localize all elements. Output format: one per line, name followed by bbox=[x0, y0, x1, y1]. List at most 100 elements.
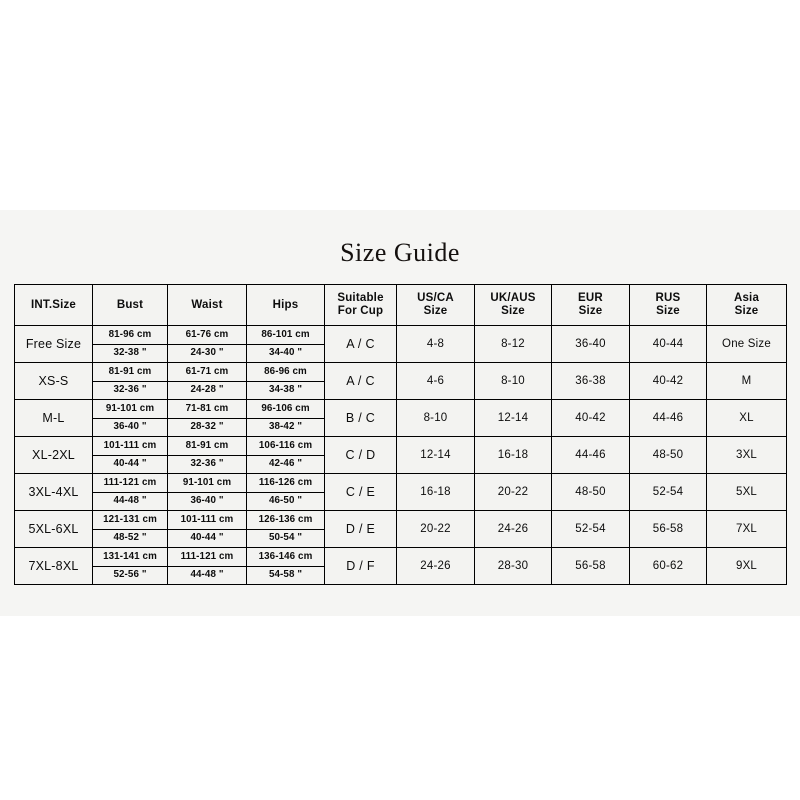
cell-hips: 126-136 cm 50-54 " bbox=[246, 510, 325, 548]
cell-rus: 44-46 bbox=[629, 399, 707, 437]
cell-bust: 121-131 cm 48-52 " bbox=[92, 510, 168, 548]
cell-asia: One Size bbox=[706, 325, 787, 363]
header-asia-size: Asia Size bbox=[706, 284, 787, 326]
cell-bust-in: 32-36 " bbox=[113, 384, 147, 396]
cell-eur: 44-46 bbox=[551, 436, 630, 474]
cell-waist: 81-91 cm 32-36 " bbox=[167, 436, 247, 474]
cell-bust-in: 52-56 " bbox=[113, 569, 147, 581]
cell-bust: 91-101 cm 36-40 " bbox=[92, 399, 168, 437]
cell-hips-cm: 86-101 cm bbox=[247, 326, 324, 345]
cell-waist-in: 40-44 " bbox=[190, 532, 224, 544]
header-rus-line2: Size bbox=[656, 305, 680, 317]
cell-us-ca: 20-22 bbox=[396, 510, 475, 548]
cell-uk-aus: 28-30 bbox=[474, 547, 552, 585]
cell-waist-cm: 111-121 cm bbox=[168, 548, 246, 567]
header-bust: Bust bbox=[92, 284, 168, 326]
header-cup-line2: For Cup bbox=[337, 305, 384, 317]
cell-bust: 101-111 cm 40-44 " bbox=[92, 436, 168, 474]
table-header-row: INT.Size Bust Waist Hips Suitable For Cu… bbox=[14, 284, 787, 326]
header-waist: Waist bbox=[167, 284, 247, 326]
cell-rus: 40-44 bbox=[629, 325, 707, 363]
cell-hips: 86-101 cm 34-40 " bbox=[246, 325, 325, 363]
cell-eur: 40-42 bbox=[551, 399, 630, 437]
cell-hips-cm: 86-96 cm bbox=[247, 363, 324, 382]
cell-asia: 9XL bbox=[706, 547, 787, 585]
table-row: 5XL-6XL 121-131 cm 48-52 " 101-111 cm 40… bbox=[14, 510, 787, 548]
cell-hips: 106-116 cm 42-46 " bbox=[246, 436, 325, 474]
cell-eur: 56-58 bbox=[551, 547, 630, 585]
cell-bust-in: 44-48 " bbox=[113, 495, 147, 507]
cell-hips-cm: 96-106 cm bbox=[247, 400, 324, 419]
cell-uk-aus: 8-12 bbox=[474, 325, 552, 363]
cell-asia: 7XL bbox=[706, 510, 787, 548]
cell-uk-aus: 8-10 bbox=[474, 362, 552, 400]
cell-waist-cm: 81-91 cm bbox=[168, 437, 246, 456]
header-rus-size: RUS Size bbox=[629, 284, 707, 326]
cell-hips-in: 34-38 " bbox=[268, 384, 303, 396]
cell-eur: 52-54 bbox=[551, 510, 630, 548]
table-row: 3XL-4XL 111-121 cm 44-48 " 91-101 cm 36-… bbox=[14, 473, 787, 511]
cell-eur: 48-50 bbox=[551, 473, 630, 511]
cell-hips-in: 50-54 " bbox=[268, 532, 303, 544]
cell-bust-in: 36-40 " bbox=[113, 421, 147, 433]
cell-bust: 81-96 cm 32-38 " bbox=[92, 325, 168, 363]
cell-bust-cm: 121-131 cm bbox=[93, 511, 167, 530]
cell-asia: M bbox=[706, 362, 787, 400]
page-title: Size Guide bbox=[340, 238, 460, 267]
cell-waist-in: 24-28 " bbox=[190, 384, 224, 396]
table-row: Free Size 81-96 cm 32-38 " 61-76 cm 24-3… bbox=[14, 325, 787, 363]
cell-int-size: M-L bbox=[14, 399, 93, 437]
table-row: 7XL-8XL 131-141 cm 52-56 " 111-121 cm 44… bbox=[14, 547, 787, 585]
cell-hips-cm: 126-136 cm bbox=[247, 511, 324, 530]
cell-int-size: XS-S bbox=[14, 362, 93, 400]
top-margin-band bbox=[0, 0, 800, 210]
cell-us-ca: 8-10 bbox=[396, 399, 475, 437]
cell-uk-aus: 20-22 bbox=[474, 473, 552, 511]
cell-waist: 101-111 cm 40-44 " bbox=[167, 510, 247, 548]
cell-asia: 3XL bbox=[706, 436, 787, 474]
cell-waist-in: 32-36 " bbox=[190, 458, 224, 470]
cell-waist-in: 44-48 " bbox=[190, 569, 224, 581]
cell-waist: 91-101 cm 36-40 " bbox=[167, 473, 247, 511]
cell-waist: 61-76 cm 24-30 " bbox=[167, 325, 247, 363]
cell-hips: 96-106 cm 38-42 " bbox=[246, 399, 325, 437]
cell-uk-aus: 16-18 bbox=[474, 436, 552, 474]
cell-int-size: 5XL-6XL bbox=[14, 510, 93, 548]
cell-waist-cm: 101-111 cm bbox=[168, 511, 246, 530]
cell-int-size: Free Size bbox=[14, 325, 93, 363]
header-asia-line2: Size bbox=[734, 305, 759, 317]
header-us-ca-line1: US/CA bbox=[417, 292, 454, 304]
cell-eur: 36-38 bbox=[551, 362, 630, 400]
cell-cup: C / E bbox=[324, 473, 397, 511]
cell-rus: 40-42 bbox=[629, 362, 707, 400]
cell-cup: A / C bbox=[324, 362, 397, 400]
cell-int-size: 7XL-8XL bbox=[14, 547, 93, 585]
cell-rus: 60-62 bbox=[629, 547, 707, 585]
cell-waist-cm: 91-101 cm bbox=[168, 474, 246, 493]
cell-bust-cm: 111-121 cm bbox=[93, 474, 167, 493]
cell-hips: 86-96 cm 34-38 " bbox=[246, 362, 325, 400]
cell-waist: 61-71 cm 24-28 " bbox=[167, 362, 247, 400]
cell-int-size: 3XL-4XL bbox=[14, 473, 93, 511]
table-row: XL-2XL 101-111 cm 40-44 " 81-91 cm 32-36… bbox=[14, 436, 787, 474]
cell-waist-in: 24-30 " bbox=[190, 347, 224, 359]
cell-bust-in: 40-44 " bbox=[113, 458, 147, 470]
cell-hips-in: 38-42 " bbox=[268, 421, 303, 433]
cell-bust-in: 32-38 " bbox=[113, 347, 147, 359]
header-uk-aus-size: UK/AUS Size bbox=[474, 284, 552, 326]
table-row: M-L 91-101 cm 36-40 " 71-81 cm 28-32 " bbox=[14, 399, 787, 437]
cell-hips-in: 46-50 " bbox=[268, 495, 303, 507]
cell-bust-in: 48-52 " bbox=[113, 532, 147, 544]
table-row: XS-S 81-91 cm 32-36 " 61-71 cm 24-28 " bbox=[14, 362, 787, 400]
cell-hips: 136-146 cm 54-58 " bbox=[246, 547, 325, 585]
header-us-ca-line2: Size bbox=[423, 305, 448, 317]
cell-rus: 52-54 bbox=[629, 473, 707, 511]
cell-bust-cm: 91-101 cm bbox=[93, 400, 167, 419]
cell-uk-aus: 12-14 bbox=[474, 399, 552, 437]
cell-bust-cm: 81-96 cm bbox=[93, 326, 167, 345]
cell-cup: B / C bbox=[324, 399, 397, 437]
header-int-size: INT.Size bbox=[14, 284, 93, 326]
header-us-ca-size: US/CA Size bbox=[396, 284, 475, 326]
cell-us-ca: 4-6 bbox=[396, 362, 475, 400]
